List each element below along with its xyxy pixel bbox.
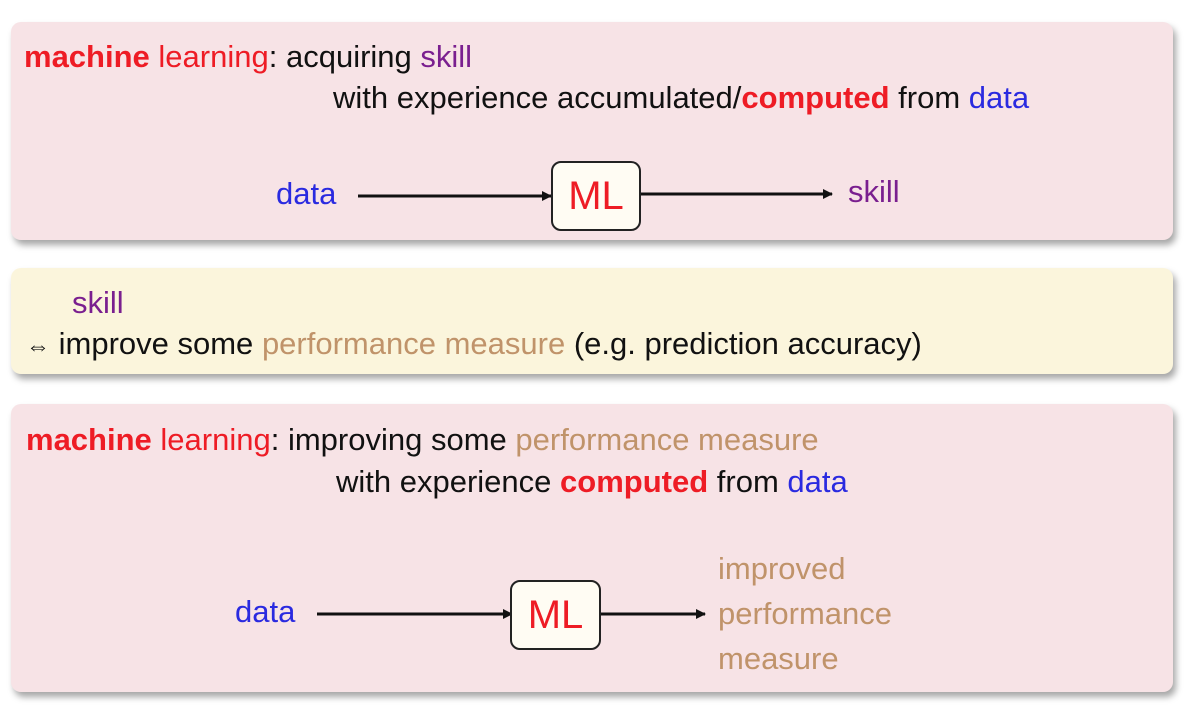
with-experience-text: with experience accumulated/ xyxy=(333,80,742,115)
diagram-2-output-line-3: measure xyxy=(718,641,839,676)
with-experience-text-2: with experience xyxy=(336,464,552,499)
improve-text: improve some xyxy=(58,326,254,361)
from-text-2: from xyxy=(716,464,779,499)
equivalence-skill: skill xyxy=(72,285,124,320)
diagram-1-output: skill xyxy=(848,174,900,209)
improving-text: improving some xyxy=(287,422,507,457)
definition-1-line-2: with experience accumulated/computed fro… xyxy=(333,80,1029,116)
term-machine: machine xyxy=(24,39,150,74)
diagram-2-output-line-2: performance xyxy=(718,596,893,631)
data-text: data xyxy=(968,80,1030,115)
ml-box-2: ML xyxy=(510,580,601,650)
ml-box-1: ML xyxy=(551,161,641,231)
performance-measure-text: performance measure xyxy=(261,326,566,361)
term-learning-2: learning xyxy=(160,422,271,457)
colon: : xyxy=(268,39,278,74)
acquiring-text: acquiring xyxy=(285,39,412,74)
term-machine-2: machine xyxy=(26,422,152,457)
equivalence-icon: ⇔ xyxy=(26,333,50,360)
colon-2: : xyxy=(270,422,280,457)
skill-text: skill xyxy=(420,39,473,74)
example-text: (e.g. prediction accuracy) xyxy=(573,326,922,361)
diagram-2-output-line-1: improved xyxy=(718,551,846,586)
term-learning: learning xyxy=(158,39,269,74)
diagram-1-input: data xyxy=(276,176,337,211)
equivalence-line: ⇔ improve some performance measure (e.g.… xyxy=(26,326,922,365)
performance-measure-text-2: performance measure xyxy=(515,422,819,457)
from-text: from xyxy=(898,80,961,115)
diagram-2-input: data xyxy=(235,594,296,629)
equivalence-box xyxy=(11,268,1173,374)
definition-2-line-1: machine learning: improving some perform… xyxy=(26,422,819,458)
definition-2-line-2: with experience computed from data xyxy=(336,464,848,500)
definition-1-line-1: machine learning: acquiring skill xyxy=(24,39,472,75)
computed-text: computed xyxy=(741,80,890,115)
computed-text-2: computed xyxy=(560,464,709,499)
data-text-2: data xyxy=(787,464,848,499)
